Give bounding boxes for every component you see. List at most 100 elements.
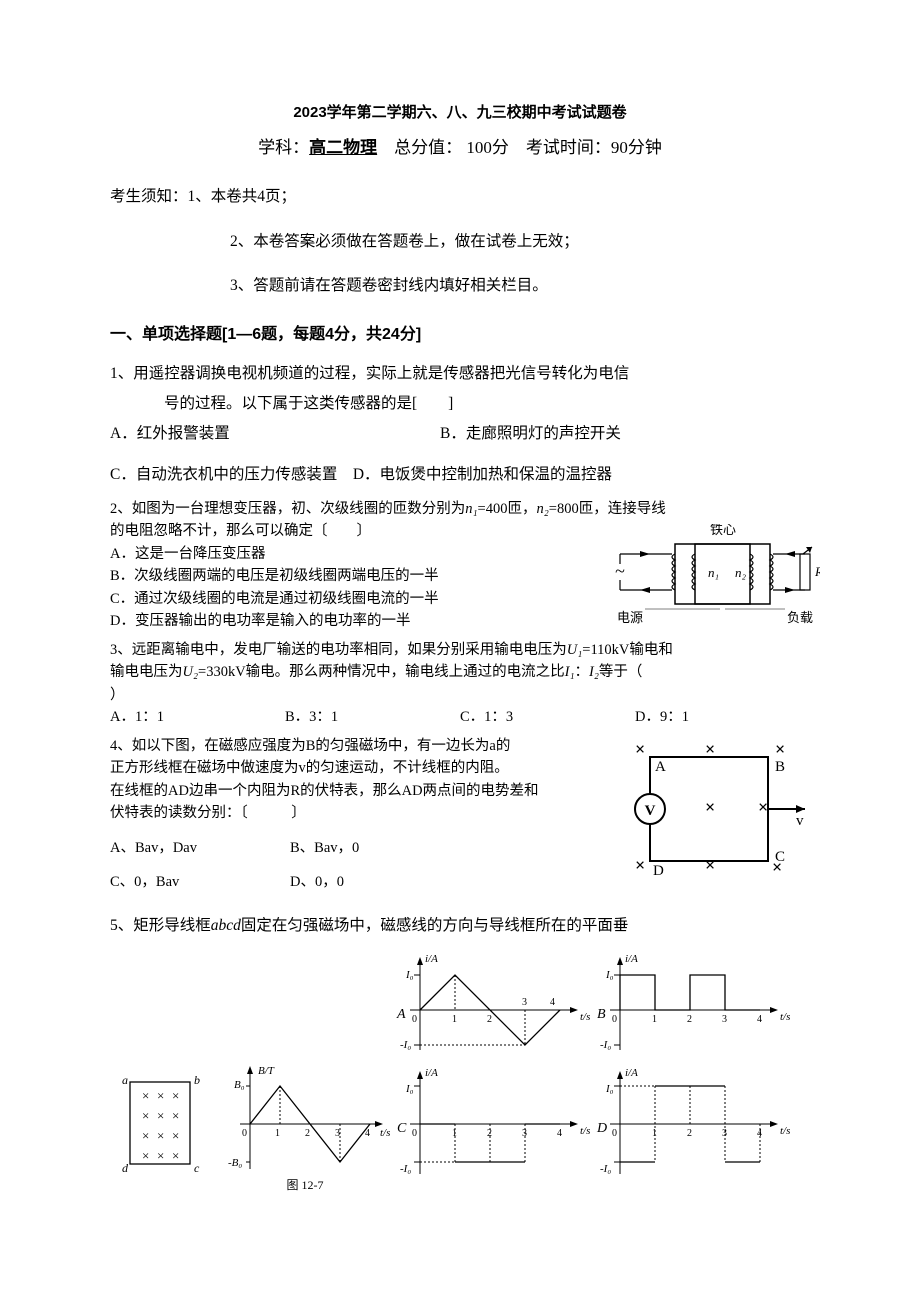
q1-opt-a: A．红外报警装置	[110, 421, 440, 447]
q3-s1b: =110kV输电和	[582, 642, 673, 658]
q5-abcd: abcd	[211, 917, 241, 934]
q3-u1: U₁	[567, 642, 583, 658]
graph-D: i/A t/s I₀ -I₀ 1 2 3 4 D 0	[590, 1064, 790, 1193]
gd-ts: t/s	[780, 1125, 790, 1137]
exam-subtitle: 学科：高二物理 总分值： 100分 考试时间：90分钟	[110, 134, 810, 163]
svg-text:×: ×	[705, 797, 715, 817]
graph-A: i/A t/s I₀ -I₀ 1 2 3 4 A 0	[390, 950, 590, 1069]
q3-u2: U₂	[183, 664, 199, 680]
q5-stem-1: 5、矩形导线框abcd固定在匀强磁场中，磁感线的方向与导线框所在的平面垂	[110, 913, 810, 939]
q2-stem-1: 2、如图为一台理想变压器，初、次级线圈的匝数分别为n₁=400匝，n₂=800匝…	[110, 498, 810, 520]
gb-t4: 4	[757, 1014, 762, 1025]
ga-label: A	[396, 1007, 406, 1022]
bt-t1: 1	[275, 1128, 280, 1139]
q5-s1b: 固定在匀强磁场中，磁感线的方向与导线框所在的平面垂	[241, 917, 629, 934]
q4-opt-a: A、Bav，Dav	[110, 837, 290, 859]
bt-caption: 图 12-7	[287, 1178, 324, 1192]
q2-opt-a: A．这是一台降压变压器	[110, 543, 530, 565]
gb-mI0: -I₀	[600, 1039, 611, 1051]
ga-mI0: -I₀	[400, 1039, 411, 1051]
gb-ts: t/s	[780, 1011, 790, 1023]
gd-t3: 3	[722, 1128, 727, 1139]
ga-iA: i/A	[425, 953, 438, 965]
fig-t-source: 电源	[617, 610, 643, 625]
bt-lab: B/T	[258, 1065, 275, 1077]
q2-s1c: =800匝，连接导线	[549, 501, 666, 517]
bt-t2: 2	[305, 1128, 310, 1139]
gc-mI0: -I₀	[400, 1163, 411, 1175]
gb-iA: i/A	[625, 953, 638, 965]
q3-stem-1: 3、远距离输电中，发电厂输送的电功率相同，如果分别采用输电电压为U₁=110kV…	[110, 639, 810, 661]
q2-n2: n₂	[536, 501, 548, 517]
bt-B0: B₀	[234, 1079, 245, 1091]
q1-stem-2: 号的过程。以下属于这类传感器的是[ ]	[110, 391, 810, 417]
figure-transformer: 铁心 ~ R n₁	[590, 524, 820, 641]
sq-v: v	[796, 813, 804, 829]
q2-stem-2: 的电阻忽略不计，那么可以确定〔 〕	[110, 520, 530, 542]
svg-text:×: ×	[635, 739, 645, 759]
bt-ts: t/s	[380, 1127, 390, 1139]
q1-stem-1: 1、用遥控器调换电视机频道的过程，实际上就是传感器把光信号转化为电信	[110, 361, 810, 387]
gd-label: D	[596, 1121, 607, 1136]
figure-abcd-rect: × × × × × × × × × × × × a b	[110, 1064, 220, 1193]
arrow-right-top	[785, 551, 795, 557]
gc-label: C	[397, 1121, 407, 1136]
q4-stem-1: 4、如以下图，在磁感应强度为B的匀强磁场中，有一边长为a的	[110, 735, 580, 757]
arrow-left-bot	[640, 587, 650, 593]
gd-mI0: -I₀	[600, 1163, 611, 1175]
arrow-right-bot	[785, 587, 795, 593]
svg-text:0: 0	[412, 1128, 417, 1139]
rx6: ×	[172, 1108, 179, 1123]
sq-V: V	[645, 803, 656, 819]
rx1: ×	[142, 1088, 149, 1103]
gc-ts: t/s	[580, 1125, 590, 1137]
q3-opt-a: A．1：1	[110, 706, 285, 728]
rx10: ×	[142, 1148, 149, 1163]
q3-s2c: 等于（	[599, 664, 643, 680]
total-time: 总分值： 100分 考试时间：90分钟	[377, 138, 662, 157]
q4-opt-d: D、0，0	[290, 871, 470, 893]
svg-text:×: ×	[635, 855, 645, 875]
q3-opt-b: B．3：1	[285, 706, 460, 728]
q3-s2a: 输电电压为	[110, 664, 183, 680]
arrow-left-top	[640, 551, 650, 557]
q2-n1: n₁	[465, 501, 477, 517]
gb-t1: 1	[652, 1014, 657, 1025]
sq-C: C	[775, 849, 785, 865]
ga-t3: 3	[522, 997, 527, 1008]
rx9: ×	[172, 1128, 179, 1143]
q3-stem-3: ）	[110, 684, 810, 706]
gd-I0: I₀	[605, 1083, 614, 1095]
q3-s1a: 3、远距离输电中，发电厂输送的电功率相同，如果分别采用输电电压为	[110, 642, 567, 658]
rect-c: c	[194, 1161, 200, 1175]
section-1-header: 一、单项选择题[1—6题，每题4分，共24分]	[110, 321, 810, 348]
q4-stem-3: 在线框的AD边串一个内阻为R的伏特表，那么AD两点间的电势差和	[110, 780, 580, 802]
question-5: 5、矩形导线框abcd固定在匀强磁场中，磁感线的方向与导线框所在的平面垂 i/A…	[110, 913, 810, 1203]
fig-t-load: 负载	[787, 610, 813, 625]
rect-d: d	[122, 1161, 129, 1175]
rx7: ×	[142, 1128, 149, 1143]
graph-B: i/A t/s I₀ -I₀ 1 2 3 4 B 0	[590, 950, 790, 1069]
q4-opt-b: B、Bav，0	[290, 837, 470, 859]
q1-opt-cd: C．自动洗衣机中的压力传感装置 D．电饭煲中控制加热和保温的温控器	[110, 462, 810, 488]
sq-A: A	[655, 759, 666, 775]
gb-label: B	[597, 1007, 606, 1022]
fig-t-tilde: ~	[615, 561, 625, 581]
svg-text:0: 0	[612, 1014, 617, 1025]
rx3: ×	[172, 1088, 179, 1103]
rx12: ×	[172, 1148, 179, 1163]
notice-3: 3、答题前请在答题卷密封线内填好相关栏目。	[110, 273, 810, 299]
q4-stem-4: 伏特表的读数分别：〔 〕	[110, 802, 580, 824]
fig-t-core-label: 铁心	[710, 524, 736, 537]
gd-t1: 1	[652, 1128, 657, 1139]
q3-col: ：	[575, 664, 590, 680]
rx4: ×	[142, 1108, 149, 1123]
svg-text:×: ×	[775, 739, 785, 759]
notice-2: 2、本卷答案必须做在答题卷上，做在试卷上无效；	[110, 229, 810, 255]
q2-s1b: =400匝，	[478, 501, 537, 517]
gc-iA: i/A	[425, 1067, 438, 1079]
ga-t1: 1	[452, 1014, 457, 1025]
q3-opt-d: D．9：1	[635, 706, 810, 728]
q2-s1a: 2、如图为一台理想变压器，初、次级线圈的匝数分别为	[110, 501, 465, 517]
ga-I0: I₀	[405, 969, 414, 981]
